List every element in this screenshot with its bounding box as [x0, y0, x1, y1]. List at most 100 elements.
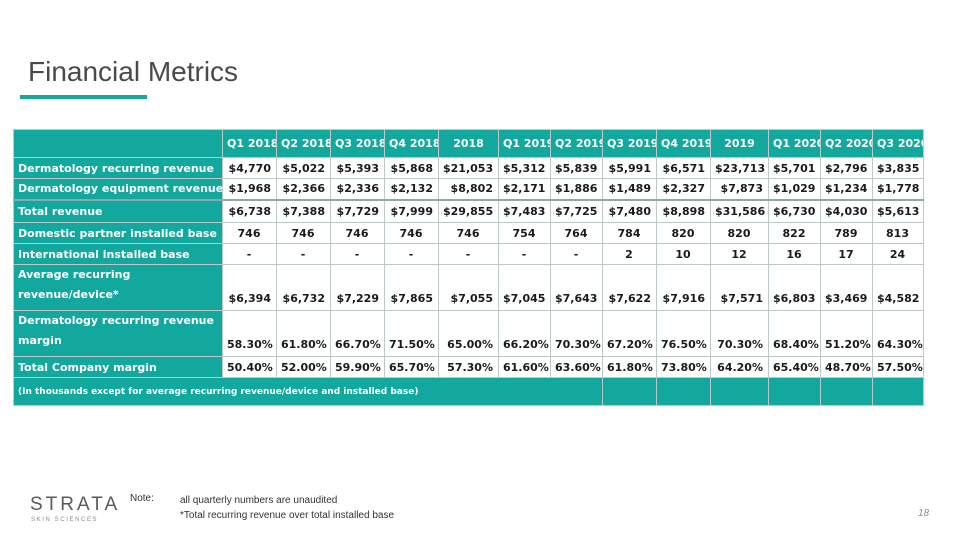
table-cell: 17 — [820, 243, 873, 265]
table-cell: 813 — [872, 222, 924, 244]
table-cell: - — [384, 243, 439, 265]
table-cell: $7,643 — [550, 264, 603, 311]
table-cell: $7,865 — [384, 264, 439, 311]
footnote-empty-cell — [768, 377, 821, 406]
table-cell: $7,229 — [330, 264, 385, 311]
table-cell: $23,713 — [710, 157, 769, 179]
table-cell: $2,132 — [384, 178, 439, 200]
table-cell: - — [276, 243, 331, 265]
slide-title: Financial Metrics — [28, 56, 239, 87]
note-label: Note: — [130, 493, 154, 504]
column-header: Q2 2020 — [820, 129, 873, 158]
table-cell: 12 — [710, 243, 769, 265]
table-cell: $7,622 — [602, 264, 657, 311]
table-cell: 746 — [276, 222, 331, 244]
table-cell: 68.40% — [768, 310, 821, 357]
table-cell: 48.70% — [820, 356, 873, 378]
table-cell: $6,730 — [768, 198, 821, 223]
table-cell: $4,582 — [872, 264, 924, 311]
logo-tagline: SKIN SCIENCES — [31, 517, 99, 523]
table-cell: $7,483 — [498, 198, 551, 223]
table-cell: $6,571 — [656, 157, 711, 179]
column-header: Q1 2019 — [498, 129, 551, 158]
footnote-empty-cell — [820, 377, 873, 406]
row-label: Dermatology recurring revenue margin — [13, 310, 223, 357]
table-cell: $7,873 — [710, 178, 769, 200]
row-label: Domestic partner installed base — [13, 222, 223, 244]
table-cell: $7,729 — [330, 198, 385, 223]
table-cell: $1,968 — [222, 178, 277, 200]
table-cell: 66.20% — [498, 310, 551, 357]
table-cell: $1,886 — [550, 178, 603, 200]
table-row: Total Company margin 50.40% 52.00% 59.90% 65… — [13, 356, 924, 378]
table-cell: 65.40% — [768, 356, 821, 378]
table-row: Domestic partner installed base 746 746 746… — [13, 222, 924, 244]
note-lines: all quarterly numbers are unaudited *Tot… — [180, 493, 394, 523]
column-header: 2019 — [710, 129, 769, 158]
column-header: Q4 2019 — [656, 129, 711, 158]
table-cell: 789 — [820, 222, 873, 244]
table-cell: 59.90% — [330, 356, 385, 378]
table-cell: $7,916 — [656, 264, 711, 311]
table-cell: $7,055 — [438, 264, 499, 311]
table-cell: $8,802 — [438, 178, 499, 200]
table-cell: $1,489 — [602, 178, 657, 200]
row-label: Dermatology recurring revenue — [13, 157, 223, 179]
table-cell: 822 — [768, 222, 821, 244]
table-cell: $7,725 — [550, 198, 603, 223]
column-header: Q1 2020 — [768, 129, 821, 158]
table-cell: $2,366 — [276, 178, 331, 200]
table-cell: $5,991 — [602, 157, 657, 179]
table-row: Average recurring revenue/device* $6,394 $… — [13, 264, 924, 311]
table-cell: 63.60% — [550, 356, 603, 378]
table-cell: $5,839 — [550, 157, 603, 179]
table-cell: - — [498, 243, 551, 265]
table-cell: $8,898 — [656, 198, 711, 223]
table-cell: $6,803 — [768, 264, 821, 311]
row-label: Total revenue — [13, 198, 223, 223]
column-header: Q2 2019 — [550, 129, 603, 158]
financial-metrics-table: Q1 2018 Q2 2018 Q3 2018 Q4 2018 2018 Q1 … — [13, 129, 924, 406]
table-cell: 61.80% — [276, 310, 331, 357]
table-footnote: (In thousands except for average recurri… — [13, 377, 603, 406]
table-cell: 820 — [656, 222, 711, 244]
table-cell: $2,327 — [656, 178, 711, 200]
column-header: 2018 — [438, 129, 499, 158]
table-cell: $5,701 — [768, 157, 821, 179]
table-cell: $5,613 — [872, 198, 924, 223]
table-cell: - — [222, 243, 277, 265]
column-header: Q3 2019 — [602, 129, 657, 158]
table-cell: $31,586 — [710, 198, 769, 223]
page-number: 18 — [918, 508, 930, 519]
table-cell: $2,336 — [330, 178, 385, 200]
table-cell: $1,234 — [820, 178, 873, 200]
table-cell: - — [550, 243, 603, 265]
table-cell: $6,732 — [276, 264, 331, 311]
table-cell: $5,022 — [276, 157, 331, 179]
table-header-row: Q1 2018 Q2 2018 Q3 2018 Q4 2018 2018 Q1 … — [13, 129, 924, 158]
table-cell: 64.30% — [872, 310, 924, 357]
table-cell: 65.70% — [384, 356, 439, 378]
table-cell: $7,999 — [384, 198, 439, 223]
table-cell: 10 — [656, 243, 711, 265]
table-cell: 70.30% — [550, 310, 603, 357]
column-header: Q1 2018 — [222, 129, 277, 158]
table-cell: 746 — [222, 222, 277, 244]
table-cell: 57.30% — [438, 356, 499, 378]
logo-wordmark: STRATA — [30, 494, 121, 515]
footnote-empty-cell — [656, 377, 711, 406]
column-header: Q4 2018 — [384, 129, 439, 158]
table-cell: $29,855 — [438, 198, 499, 223]
table-cell: $3,835 — [872, 157, 924, 179]
table-cell: $7,571 — [710, 264, 769, 311]
table-cell: 50.40% — [222, 356, 277, 378]
table-cell: 52.00% — [276, 356, 331, 378]
table-cell: 820 — [710, 222, 769, 244]
table-cell: 16 — [768, 243, 821, 265]
table-cell: 754 — [498, 222, 551, 244]
table-cell: $6,738 — [222, 198, 277, 223]
table-cell: 764 — [550, 222, 603, 244]
column-header: Q3 2020 — [872, 129, 924, 158]
table-cell: 57.50% — [872, 356, 924, 378]
table-row: Dermatology recurring revenue margin 58.3… — [13, 310, 924, 357]
